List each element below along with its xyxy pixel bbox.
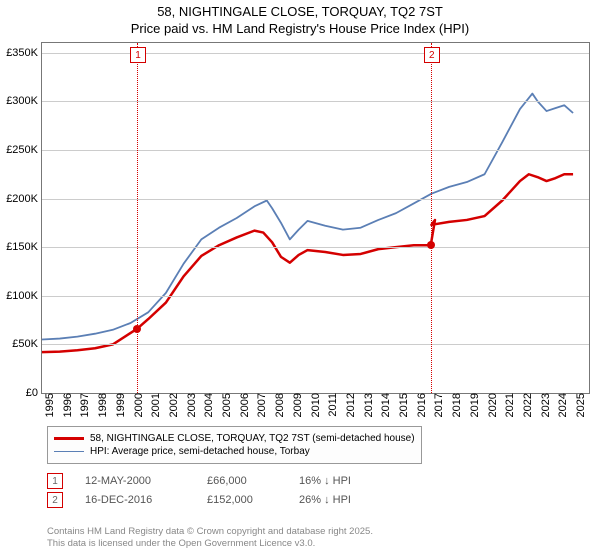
sales-table-row: 1 12-MAY-2000 £66,000 16% ↓ HPI [47,473,351,489]
sale-marker-line [137,43,138,393]
y-tick-label: £200K [6,193,42,205]
x-tick-label: 2007 [254,393,268,417]
x-tick-label: 2016 [414,393,428,417]
sale-marker-box: 2 [424,47,440,63]
x-tick-label: 1999 [113,393,127,417]
x-tick-label: 2020 [485,393,499,417]
x-tick-label: 2000 [131,393,145,417]
y-tick-label: £100K [6,290,42,302]
sale-price: £66,000 [207,475,277,487]
sales-table: 1 12-MAY-2000 £66,000 16% ↓ HPI 2 16-DEC-2016… [47,470,351,511]
footer: Contains HM Land Registry data © Crown c… [47,526,373,550]
x-tick-label: 2006 [237,393,251,417]
y-tick-label: £0 [26,387,42,399]
legend-swatch-hpi [54,451,84,453]
x-tick-label: 1995 [42,393,56,417]
x-tick-label: 2014 [378,393,392,417]
sale-delta: 16% ↓ HPI [299,475,351,487]
sale-date: 16-DEC-2016 [85,494,185,506]
gridline [42,150,589,151]
x-tick-label: 2025 [573,393,587,417]
legend-swatch-price-paid [54,437,84,440]
y-tick-label: £50K [12,338,42,350]
title-line-1: 58, NIGHTINGALE CLOSE, TORQUAY, TQ2 7ST [157,4,443,19]
y-tick-label: £350K [6,47,42,59]
gridline [42,344,589,345]
x-tick-label: 2019 [467,393,481,417]
legend-label-hpi: HPI: Average price, semi-detached house,… [90,446,310,457]
footer-line-2: This data is licensed under the Open Gov… [47,538,315,549]
sale-price: £152,000 [207,494,277,506]
gridline [42,247,589,248]
x-tick-label: 1997 [77,393,91,417]
sale-marker-dot [133,325,141,333]
x-tick-label: 2012 [343,393,357,417]
x-tick-label: 2001 [148,393,162,417]
y-tick-label: £150K [6,241,42,253]
x-tick-label: 2002 [166,393,180,417]
x-tick-label: 2010 [308,393,322,417]
sale-marker-dot [427,241,435,249]
gridline [42,53,589,54]
x-tick-label: 2024 [555,393,569,417]
gridline [42,296,589,297]
x-tick-label: 2022 [520,393,534,417]
gridline [42,199,589,200]
x-tick-label: 2005 [219,393,233,417]
chart-container: 58, NIGHTINGALE CLOSE, TORQUAY, TQ2 7ST … [0,0,600,560]
title-line-2: Price paid vs. HM Land Registry's House … [131,21,469,36]
sale-marker-line [431,43,432,393]
legend-row-hpi: HPI: Average price, semi-detached house,… [54,446,415,457]
x-tick-label: 1998 [95,393,109,417]
y-tick-label: £300K [6,95,42,107]
chart-title: 58, NIGHTINGALE CLOSE, TORQUAY, TQ2 7ST … [0,0,600,38]
x-tick-label: 2003 [184,393,198,417]
x-tick-label: 2023 [538,393,552,417]
footer-line-1: Contains HM Land Registry data © Crown c… [47,526,373,537]
x-tick-label: 1996 [60,393,74,417]
x-tick-label: 2015 [396,393,410,417]
x-tick-label: 2021 [502,393,516,417]
x-tick-label: 2011 [325,393,339,417]
legend: 58, NIGHTINGALE CLOSE, TORQUAY, TQ2 7ST … [47,426,422,464]
x-tick-label: 2013 [361,393,375,417]
sale-delta: 26% ↓ HPI [299,494,351,506]
sale-date: 12-MAY-2000 [85,475,185,487]
chart-lines-svg [42,43,589,393]
sale-marker-box: 1 [130,47,146,63]
sales-table-row: 2 16-DEC-2016 £152,000 26% ↓ HPI [47,492,351,508]
legend-label-price-paid: 58, NIGHTINGALE CLOSE, TORQUAY, TQ2 7ST … [90,433,415,444]
sales-table-marker: 1 [47,473,63,489]
x-tick-label: 2017 [431,393,445,417]
legend-row-price-paid: 58, NIGHTINGALE CLOSE, TORQUAY, TQ2 7ST … [54,433,415,444]
gridline [42,101,589,102]
x-tick-label: 2009 [290,393,304,417]
x-tick-label: 2004 [201,393,215,417]
x-tick-label: 2018 [449,393,463,417]
y-tick-label: £250K [6,144,42,156]
sales-table-marker: 2 [47,492,63,508]
x-tick-label: 2008 [272,393,286,417]
plot-area: £0£50K£100K£150K£200K£250K£300K£350K1995… [41,42,590,394]
